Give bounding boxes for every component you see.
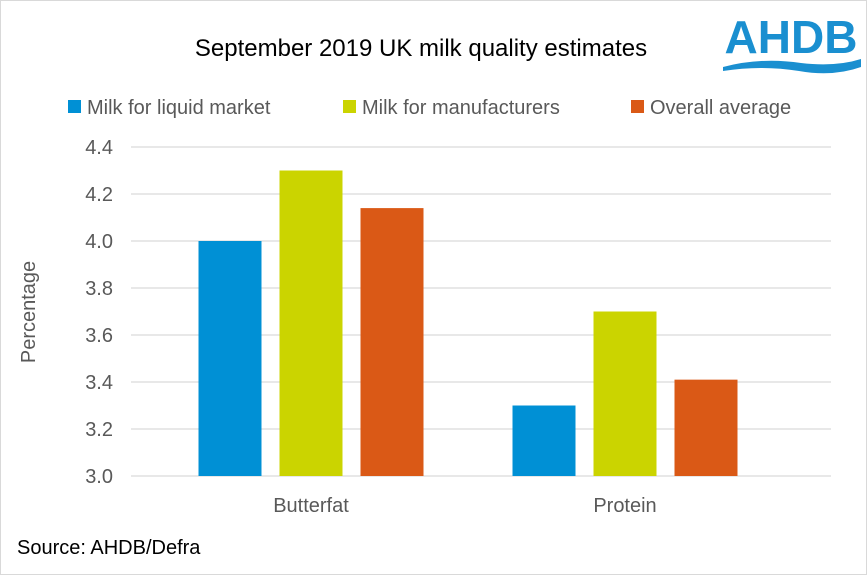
legend-label: Overall average: [650, 97, 791, 119]
x-axis-ticks: Butterfat Protein: [273, 495, 656, 517]
y-tick-label: 3.8: [85, 278, 113, 300]
y-axis-label: Percentage: [18, 261, 40, 363]
bar-protein-0: [512, 405, 576, 476]
y-tick-label: 4.2: [85, 184, 113, 206]
bar-protein-1: [593, 311, 657, 476]
y-tick-label: 3.0: [85, 466, 113, 488]
logo-text: AHDB: [725, 11, 858, 63]
y-tick-label: 4.0: [85, 231, 113, 253]
chart-title: September 2019 UK milk quality estimates: [195, 35, 647, 62]
x-tick-label: Protein: [593, 495, 656, 517]
legend-label: Milk for manufacturers: [362, 97, 560, 119]
legend-swatch: [631, 100, 644, 113]
bars: [198, 170, 738, 476]
source-note: Source: AHDB/Defra: [17, 537, 201, 559]
y-axis-ticks: 3.0 3.2 3.4 3.6 3.8 4.0 4.2 4.4: [85, 137, 113, 488]
y-tick-label: 3.2: [85, 419, 113, 441]
bar-butterfat-0: [198, 241, 262, 476]
legend-swatch: [68, 100, 81, 113]
ahdb-logo: AHDB: [723, 11, 861, 74]
logo-wave: [723, 59, 861, 74]
y-tick-label: 4.4: [85, 137, 113, 159]
bar-butterfat-1: [279, 170, 343, 476]
x-tick-label: Butterfat: [273, 495, 349, 517]
legend: Milk for liquid market Milk for manufactu…: [68, 97, 791, 119]
bar-butterfat-2: [360, 208, 424, 476]
legend-swatch: [343, 100, 356, 113]
bar-protein-2: [674, 379, 738, 476]
legend-label: Milk for liquid market: [87, 97, 271, 119]
y-tick-label: 3.4: [85, 372, 113, 394]
y-tick-label: 3.6: [85, 325, 113, 347]
